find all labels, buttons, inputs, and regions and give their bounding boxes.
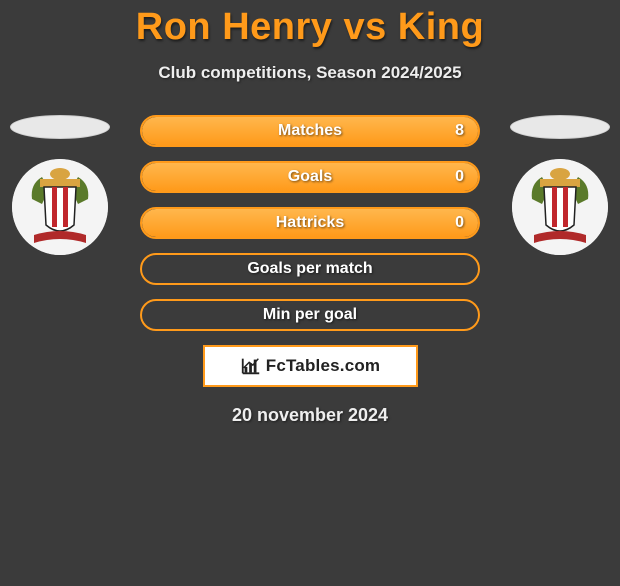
brand-text: FcTables.com <box>266 356 381 376</box>
player-placeholder-left <box>10 115 110 139</box>
brand-chart-icon <box>240 355 262 377</box>
stat-bar-goals: Goals 0 <box>140 161 480 193</box>
bar-label: Hattricks <box>142 209 478 237</box>
bar-value: 0 <box>455 163 464 191</box>
club-crest-left <box>12 159 108 255</box>
stat-bar-min-per-goal: Min per goal <box>140 299 480 331</box>
bar-label: Goals <box>142 163 478 191</box>
club-crest-right <box>512 159 608 255</box>
bar-label: Min per goal <box>142 301 478 329</box>
player-placeholder-right <box>510 115 610 139</box>
bar-value: 0 <box>455 209 464 237</box>
bar-value: 8 <box>455 117 464 145</box>
stat-bar-goals-per-match: Goals per match <box>140 253 480 285</box>
left-player-column <box>5 115 115 255</box>
stat-bars: Matches 8 Goals 0 Hattricks 0 Goals per … <box>140 115 480 331</box>
crest-icon <box>512 159 608 255</box>
stat-bar-matches: Matches 8 <box>140 115 480 147</box>
bar-label: Goals per match <box>142 255 478 283</box>
page-subtitle: Club competitions, Season 2024/2025 <box>0 63 620 83</box>
bar-label: Matches <box>142 117 478 145</box>
brand-box[interactable]: FcTables.com <box>203 345 418 387</box>
stat-bar-hattricks: Hattricks 0 <box>140 207 480 239</box>
comparison-content: Matches 8 Goals 0 Hattricks 0 Goals per … <box>0 115 620 426</box>
right-player-column <box>505 115 615 255</box>
snapshot-date: 20 november 2024 <box>0 405 620 426</box>
page-title: Ron Henry vs King <box>0 6 620 49</box>
crest-icon <box>12 159 108 255</box>
